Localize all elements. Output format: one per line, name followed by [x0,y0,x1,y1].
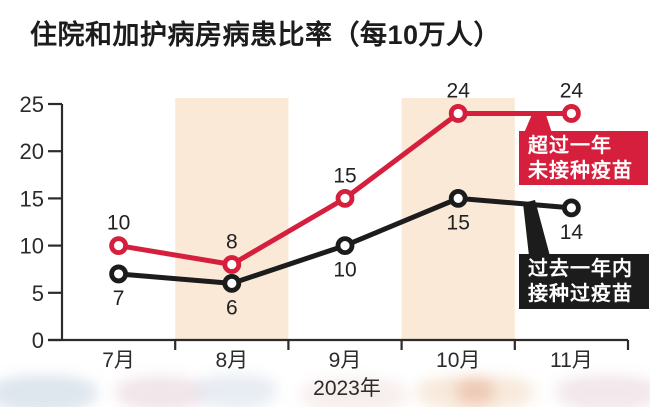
value-label: 24 [447,79,471,102]
legend-unvaccinated-line2: 未接种疫苗 [528,160,633,182]
data-point [335,188,355,208]
data-point [562,104,581,123]
value-label: 10 [107,212,130,235]
legend-unvaccinated: 超过一年 未接种疫苗 [519,131,648,185]
legend-vaccinated-line2: 接种过疫苗 [528,283,633,305]
data-point [109,264,128,284]
svg-text:0: 0 [32,328,44,353]
x-tick-labels: 7月 8月 9月 10月 11月 2023年 [102,349,593,400]
value-label: 24 [560,79,584,102]
background-photo-strip [0,357,650,407]
legend-unvaccinated-line1: 超过一年 [528,135,612,157]
callout-wedge-black [523,200,550,256]
svg-text:25: 25 [20,92,44,117]
month-label: 9月 [329,349,362,372]
value-label: 10 [333,259,356,282]
data-point [335,236,355,256]
data-point [222,273,242,293]
callout-wedge-red [524,112,552,133]
svg-text:5: 5 [32,281,44,306]
strip-fade [0,357,650,383]
data-point [109,236,128,256]
highlight-band [175,98,289,340]
svg-text:20: 20 [20,139,44,164]
year-label: 2023年 [313,377,381,400]
svg-text:15: 15 [20,186,44,211]
value-label: 6 [226,296,238,319]
svg-text:10: 10 [20,234,44,259]
legend-vaccinated: 过去一年内 接种过疫苗 [519,254,649,309]
y-tick-labels: 0 5 10 15 20 25 [20,92,44,353]
value-label: 14 [560,221,584,244]
axes [48,102,630,350]
highlight-band [401,98,515,340]
chart-title: 住院和加护病房病患比率（每10万人） [30,20,502,50]
value-label: 15 [333,164,356,187]
data-point [222,255,242,274]
value-label: 8 [226,230,238,253]
month-label: 8月 [215,349,248,372]
month-label: 7月 [102,349,135,372]
value-label: 15 [447,211,470,234]
data-point [562,198,581,218]
data-point [448,188,468,208]
data-point [448,104,468,123]
value-label: 7 [113,287,125,310]
legend-vaccinated-line1: 过去一年内 [528,258,633,280]
month-label: 11月 [550,349,593,372]
month-label: 10月 [436,349,480,372]
